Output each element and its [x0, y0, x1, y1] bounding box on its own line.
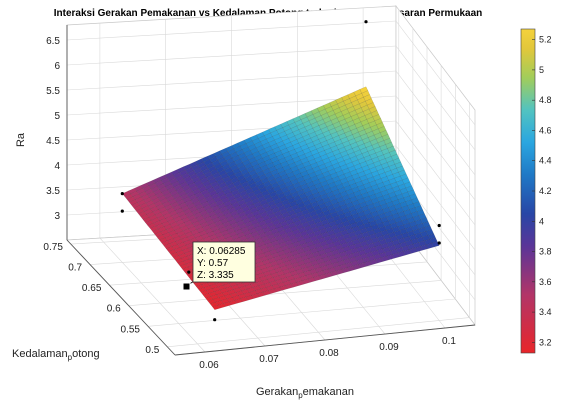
- grid-line-z-side: [395, 145, 476, 251]
- x-tick-label: 0.07: [259, 354, 279, 365]
- datatip-z: Z: 3.335: [197, 270, 234, 281]
- z-tick-label: 5: [54, 111, 60, 122]
- surface-patch: [424, 225, 433, 232]
- y-axis-line: [66, 239, 176, 356]
- z-tick-label: 6.5: [46, 36, 60, 47]
- surface-patch: [385, 142, 394, 149]
- scatter-point: [437, 223, 441, 228]
- surface-patch: [398, 169, 407, 177]
- grid-line-x-floor: [99, 237, 206, 353]
- y-axis-label-rest: otong: [72, 348, 100, 360]
- colorbar-tick-label: 4.2: [539, 186, 552, 196]
- grid-line-y-floor: [167, 317, 470, 348]
- datatip-box: [192, 241, 256, 283]
- y-tick-label: 0.6: [107, 304, 121, 315]
- surface-patch: [431, 241, 440, 248]
- x-axis-label-rest: emakanan: [303, 386, 354, 398]
- colorbar: 3.2 3.4 3.6 3.8 4 4.2 4.4 4.6 4.8 5 5.2: [520, 28, 552, 354]
- surface-patch: [429, 237, 438, 244]
- colorbar-tick-label: 3.8: [539, 247, 552, 257]
- surface-patch: [381, 134, 391, 141]
- z-tick-label: 4.5: [46, 136, 60, 147]
- z-tick-label: 6: [54, 61, 60, 72]
- grid-line-y-floor: [147, 298, 456, 327]
- colorbar-tick-label: 4.6: [539, 125, 552, 135]
- surface-patch: [394, 161, 403, 169]
- grid-line-z-side: [395, 95, 476, 201]
- x-tick-label: 0.1: [442, 336, 456, 347]
- y-axis-label: Kedalamanpotong: [12, 348, 100, 362]
- x-axis-label-base: Gerakan: [256, 386, 298, 398]
- datatip-y: Y: 0.57: [197, 258, 229, 269]
- grid-line-y-floor: [128, 280, 442, 306]
- x-tick-label: 0.09: [379, 342, 399, 353]
- surface-mesh[interactable]: [122, 86, 440, 310]
- y-axis-label-base: Kedalaman: [12, 348, 68, 360]
- surface-patch: [383, 138, 392, 145]
- grid-line-z-back: [66, 45, 397, 66]
- y-axis-label-sub: p: [68, 353, 73, 362]
- grid-line-z-side: [395, 20, 476, 126]
- surface-patch: [422, 221, 431, 228]
- datatip[interactable]: X: 0.06285 Y: 0.57 Z: 3.335: [182, 241, 256, 291]
- z-axis-label: Ra: [15, 132, 27, 147]
- z-tick-label: 5.5: [46, 86, 60, 97]
- surface-patch: [407, 189, 416, 196]
- y-tick-label: 0.55: [121, 324, 141, 335]
- y-tick-label: 0.75: [43, 242, 63, 253]
- colorbar-tick-label: 4.8: [539, 95, 552, 105]
- scatter-point: [187, 270, 191, 274]
- scatter-points: [120, 20, 441, 322]
- axis-ticks: 0.06 0.07 0.08 0.09 0.1 0.5 0.550.6 0.650.7 0.75…: [43, 36, 456, 371]
- x-tick-label: 0.08: [319, 348, 339, 359]
- x-axis-label: Gerakanpemakanan: [256, 386, 354, 400]
- scatter-point: [364, 20, 368, 24]
- z-tick-label: 3.5: [46, 186, 60, 197]
- grid-line-z-side: [395, 120, 476, 226]
- grid-line-z-back: [66, 70, 397, 91]
- x-axis-line: [174, 324, 476, 356]
- colorbar-tick-label: 4.4: [539, 156, 552, 166]
- datatip-x: X: 0.06285: [197, 246, 246, 257]
- scatter-point: [437, 241, 441, 245]
- x-axis-label-sub: p: [298, 391, 303, 400]
- z-tick-label: 4: [54, 161, 60, 172]
- grid-line-z-side: [395, 70, 476, 176]
- y-tick-label: 0.7: [68, 263, 82, 274]
- surface-patch: [427, 233, 436, 240]
- colorbar-tick-label: 5: [539, 65, 544, 75]
- y-tick-label: 0.5: [145, 345, 159, 356]
- colorbar-ticks: 3.2 3.4 3.6 3.8 4 4.2 4.4 4.6 4.8 5 5.2: [532, 35, 552, 347]
- z-tick-label: 3: [54, 211, 60, 222]
- x-tick-label: 0.06: [199, 360, 219, 371]
- scatter-point: [120, 192, 124, 196]
- colorbar-tick-label: 3.4: [539, 307, 552, 317]
- grid-line-z-side: [395, 45, 476, 151]
- colorbar-tick-label: 3.2: [539, 337, 552, 347]
- scatter-point: [120, 209, 124, 213]
- colorbar-tick-label: 3.6: [539, 277, 552, 287]
- colorbar-tick-label: 4: [539, 216, 544, 226]
- grid-line-z-back: [66, 20, 397, 41]
- scatter-point: [213, 318, 217, 322]
- datatip-marker: [182, 282, 191, 291]
- y-tick-label: 0.65: [82, 283, 102, 294]
- colorbar-tick-label: 5.2: [539, 35, 552, 45]
